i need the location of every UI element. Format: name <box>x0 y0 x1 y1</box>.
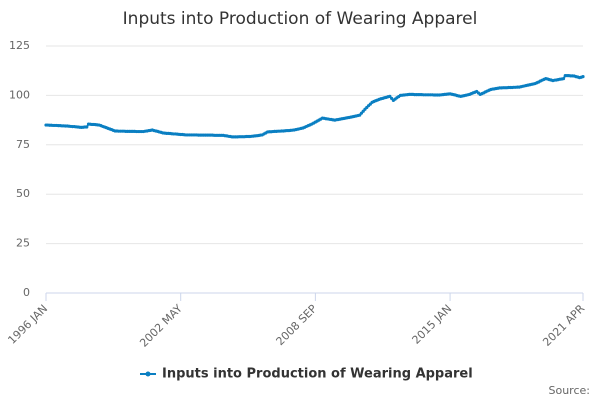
source: Source: <box>549 384 591 397</box>
y-tick-label: 0 <box>23 286 30 299</box>
x-tick-label: 1996 JAN <box>5 302 50 347</box>
x-tick-label: 2002 MAY <box>137 302 185 350</box>
legend-marker <box>145 371 151 377</box>
x-tick-label: 2021 APR <box>540 302 587 349</box>
data-point <box>581 75 585 79</box>
y-tick-label: 125 <box>9 39 30 52</box>
data-point <box>561 77 566 81</box>
y-tick-label: 25 <box>16 237 30 250</box>
data-point <box>85 125 89 129</box>
legend-label: Inputs into Production of Wearing Appare… <box>162 367 473 382</box>
y-tick-label: 50 <box>16 187 30 200</box>
x-tick-label: 2015 JAN <box>410 302 455 347</box>
y-tick-label: 100 <box>9 88 30 101</box>
x-tick-label: 2008 SEP <box>274 302 320 348</box>
chart-title: Inputs into Production of Wearing Appare… <box>123 9 478 29</box>
series-line <box>46 74 584 138</box>
y-tick-label: 75 <box>16 138 30 151</box>
